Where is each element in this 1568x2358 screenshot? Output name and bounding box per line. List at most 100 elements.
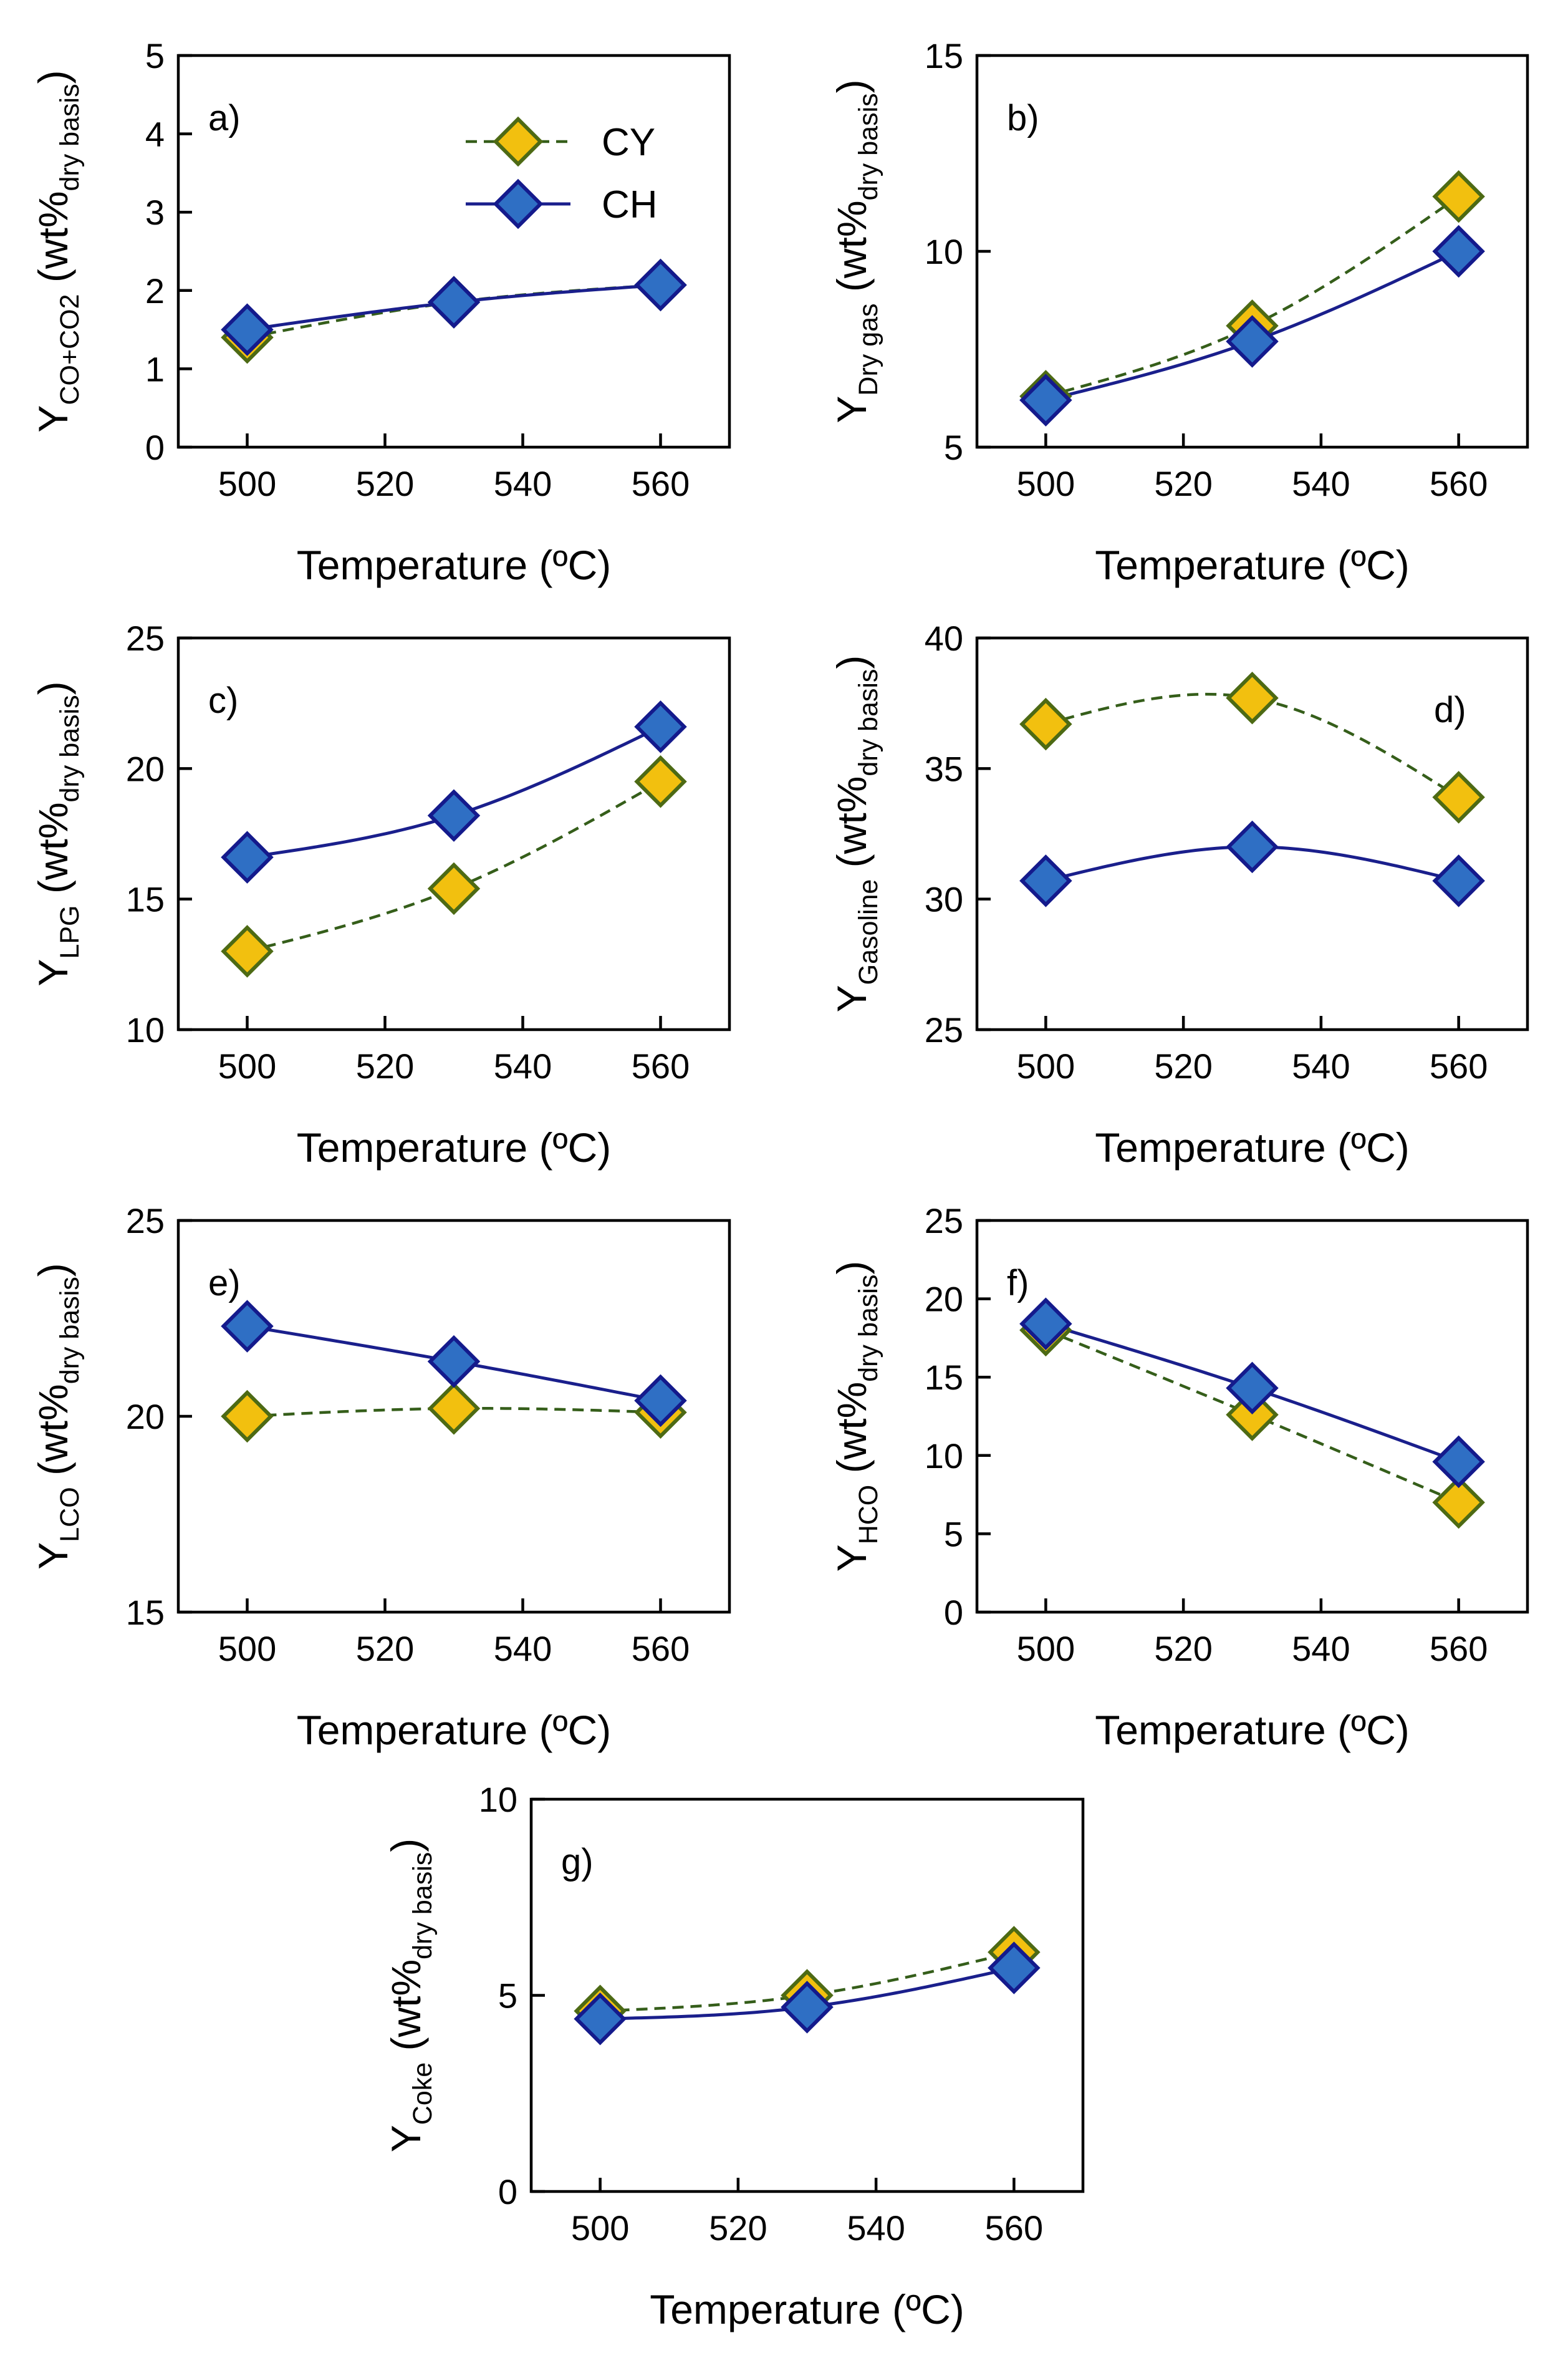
- y-tick-label: 0: [944, 1593, 963, 1632]
- y-label-ylabel-sub: Gasoline: [854, 879, 883, 985]
- data-point-ch: [988, 1941, 1041, 1994]
- x-tick-label: 560: [985, 2208, 1043, 2248]
- y-label-ylabel-sub: Coke: [408, 2062, 438, 2125]
- y-axis-label: YHCO (wt%dry basis): [829, 1261, 886, 1572]
- y-label-ylabel-main: Y: [829, 985, 875, 1012]
- y-tick-label: 5: [145, 36, 165, 75]
- y-tick-label: 25: [126, 619, 165, 658]
- x-tick-label: 560: [1430, 1046, 1488, 1086]
- y-tick-label: 5: [498, 1976, 517, 2016]
- data-point-ch: [1432, 225, 1485, 278]
- x-axis-label: Temperature (ºC): [650, 2286, 964, 2332]
- y-tick-label: 5: [944, 428, 963, 467]
- x-tick-label: 500: [218, 464, 276, 503]
- y-label-ylabel-unit-sub: dry basis: [408, 1852, 438, 1959]
- x-tick-label: 520: [709, 2208, 767, 2248]
- y-tick-label: 20: [126, 1397, 165, 1436]
- y-tick-label: 15: [126, 1593, 165, 1632]
- y-axis-label: YLPG (wt%dry basis): [30, 681, 87, 986]
- x-tick-label: 560: [632, 1629, 690, 1668]
- x-tick-label: 500: [1017, 1046, 1075, 1086]
- y-tick-label: 4: [145, 115, 165, 154]
- y-tick-label: 40: [925, 619, 963, 658]
- x-tick-label: 540: [494, 1046, 552, 1086]
- y-label-ylabel-sub: HCO: [854, 1485, 883, 1545]
- y-tick-label: 35: [925, 749, 963, 788]
- x-axis-label: Temperature (ºC): [1095, 542, 1410, 588]
- data-point-ch: [1019, 854, 1072, 907]
- data-point-ch: [781, 1981, 834, 2034]
- x-axis-label: Temperature (ºC): [297, 1124, 612, 1171]
- panel-label: f): [1007, 1263, 1029, 1303]
- y-label-ylabel-unit: (wt%: [30, 191, 76, 283]
- x-tick-label: 520: [1154, 464, 1212, 503]
- y-label-ylabel-unit-sub: dry basis: [854, 93, 883, 200]
- y-tick-label: 2: [145, 271, 165, 311]
- data-point-ch: [427, 1335, 481, 1388]
- data-point-ch: [221, 831, 274, 884]
- y-label-ylabel-unit: (wt%: [383, 1959, 429, 2051]
- chart-panel-f: 500 520 540 560 0 5 10 15 20 25 Temperature (ºC) YH…: [829, 1201, 1529, 1753]
- x-axis-label: Temperature (ºC): [1095, 1707, 1410, 1753]
- plot-frame: [975, 1219, 1529, 1614]
- legend: CY CH: [466, 116, 658, 230]
- data-point-ch: [634, 1374, 687, 1428]
- y-label-ylabel-main: Y: [30, 405, 76, 433]
- y-label-ylabel-unit: (wt%: [30, 802, 76, 894]
- plot-frame: [975, 636, 1529, 1032]
- panel-label: g): [561, 1842, 594, 1882]
- y-tick-label: 15: [126, 880, 165, 919]
- y-axis-label: YCO+CO2 (wt%dry basis): [30, 70, 87, 432]
- y-tick-label: 1: [145, 349, 165, 389]
- y-label-ylabel-sub: Dry gas: [854, 303, 883, 395]
- chart-panel-a: 500 520 540 560 0 1 2 3 4 5 Temperature (ºC) YCO+CO…: [30, 36, 731, 588]
- y-label-ylabel-close: ): [829, 79, 875, 93]
- panel-label: a): [208, 98, 241, 138]
- y-label-ylabel-unit: (wt%: [829, 1382, 875, 1474]
- data-point-cy: [634, 755, 687, 808]
- chart-panel-g: 500 520 540 560 0 5 10 Temperature (ºC) YCoke (w…: [383, 1780, 1085, 2332]
- y-label-ylabel-close: ): [383, 1839, 429, 1852]
- legend-marker-cy: [493, 116, 544, 167]
- y-tick-label: 15: [925, 36, 963, 75]
- y-label-ylabel-unit: (wt%: [829, 200, 875, 292]
- y-tick-label: 20: [126, 749, 165, 788]
- y-label-ylabel-unit-sub: dry basis: [854, 1275, 883, 1382]
- data-point-ch: [1019, 374, 1072, 427]
- data-point-ch: [1432, 1435, 1485, 1489]
- y-tick-label: 25: [126, 1201, 165, 1240]
- x-tick-label: 560: [632, 1046, 690, 1086]
- y-label-ylabel-close: ): [30, 1263, 76, 1277]
- y-tick-label: 10: [925, 232, 963, 271]
- y-axis-label: YCoke (wt%dry basis): [383, 1839, 440, 2153]
- y-label-ylabel-unit-sub: dry basis: [55, 1277, 85, 1384]
- panel-label: d): [1434, 690, 1466, 730]
- data-point-ch: [1019, 1297, 1072, 1351]
- chart-panel-d: 500 520 540 560 25 30 35 40 Temperature (ºC) YGas…: [829, 619, 1529, 1171]
- x-axis-label: Temperature (ºC): [297, 1707, 612, 1753]
- y-label-ylabel-main: Y: [30, 959, 76, 987]
- y-label-ylabel-unit-sub: dry basis: [55, 695, 85, 802]
- data-point-cy: [1432, 771, 1485, 824]
- y-tick-label: 10: [126, 1010, 165, 1050]
- y-label-ylabel-close: ): [829, 1261, 875, 1275]
- x-tick-label: 500: [1017, 1629, 1075, 1668]
- legend-label-ch: CH: [602, 183, 658, 226]
- x-tick-label: 540: [1292, 464, 1350, 503]
- y-tick-label: 25: [925, 1010, 963, 1050]
- y-tick-label: 5: [944, 1514, 963, 1553]
- x-tick-label: 500: [218, 1629, 276, 1668]
- x-tick-label: 520: [356, 464, 414, 503]
- x-tick-label: 540: [847, 2208, 905, 2248]
- y-tick-label: 0: [498, 2172, 517, 2211]
- x-tick-label: 520: [1154, 1629, 1212, 1668]
- x-axis-label: Temperature (ºC): [297, 542, 612, 588]
- chart-panel-e: 500 520 540 560 15 20 25 Temperature (ºC) YLCO (…: [30, 1201, 731, 1753]
- plot-frame: [176, 636, 731, 1032]
- series-line-cy: [246, 780, 661, 953]
- data-point-cy: [427, 862, 481, 916]
- plot-frame: [176, 54, 731, 449]
- y-label-ylabel-unit: (wt%: [30, 1384, 76, 1476]
- x-tick-label: 500: [571, 2208, 629, 2248]
